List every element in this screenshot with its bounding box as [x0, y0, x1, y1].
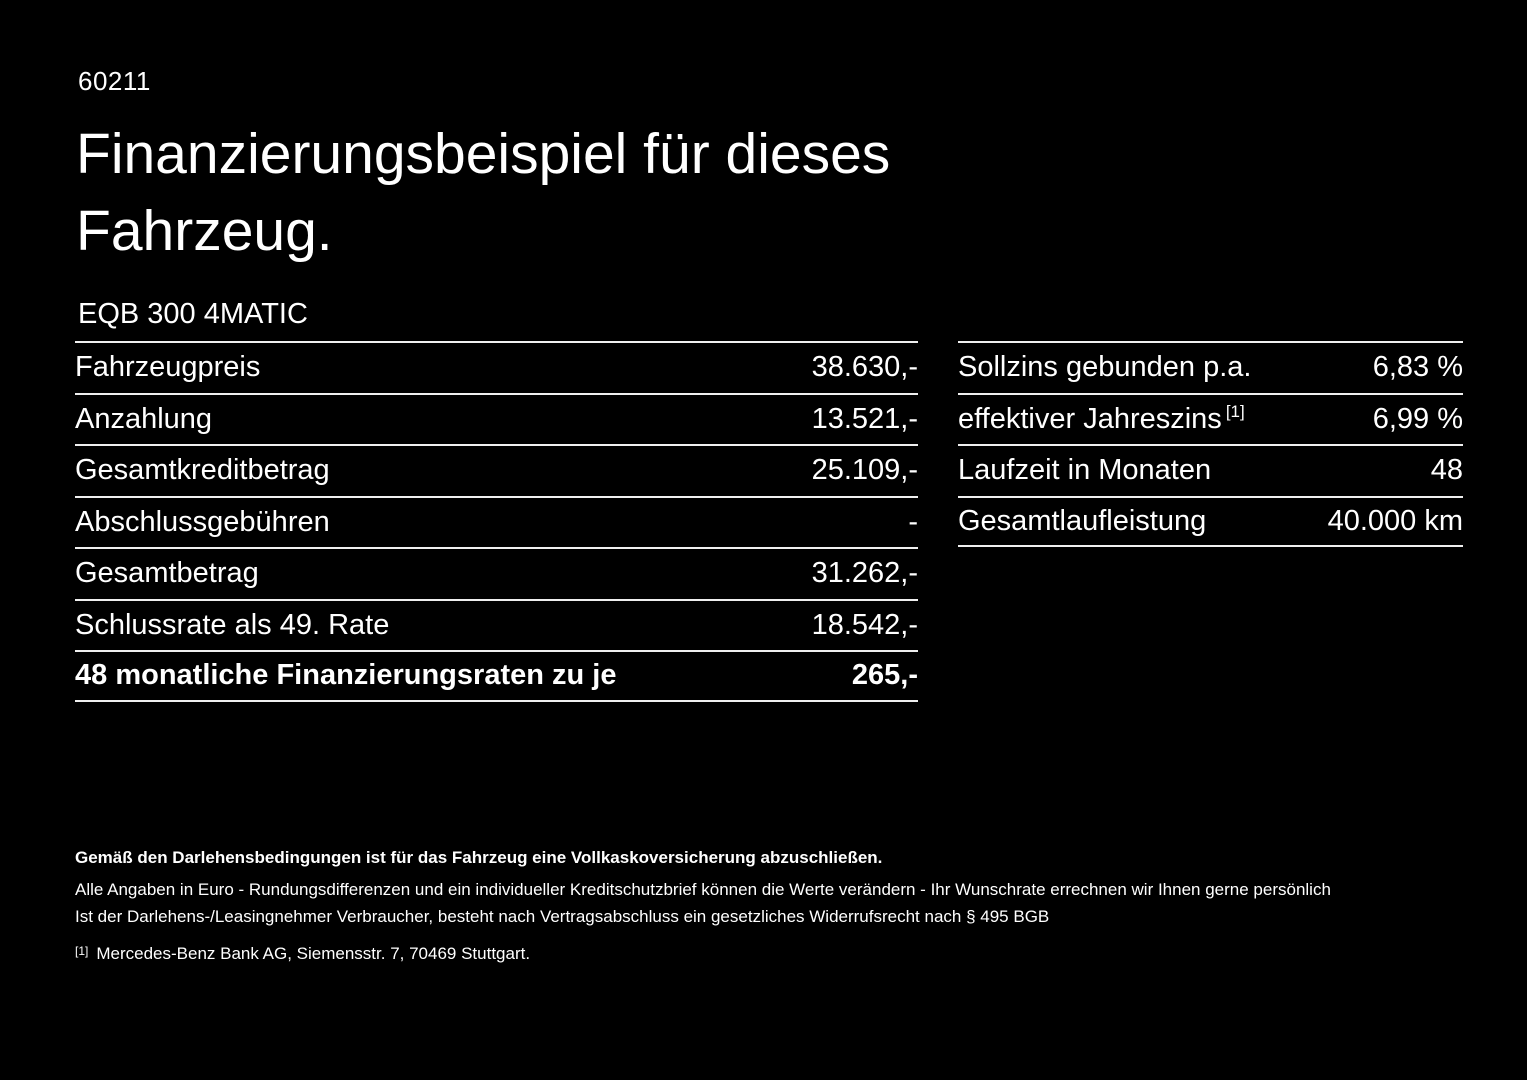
row-value: 40.000 km	[1327, 504, 1463, 537]
disclaimer-line-1: Alle Angaben in Euro - Rundungsdifferenz…	[75, 880, 1331, 899]
table-row: Anzahlung 13.521,-	[75, 392, 918, 445]
row-label: Gesamtbetrag	[75, 557, 259, 590]
row-label: Fahrzeugpreis	[75, 351, 261, 384]
table-row: Laufzeit in Monaten 48	[958, 444, 1463, 496]
row-label: effektiver Jahreszins [1]	[958, 403, 1245, 436]
row-value: -	[908, 505, 918, 538]
disclaimer-line-2: Ist der Darlehens-/Leasingnehmer Verbrau…	[75, 907, 1050, 926]
row-value: 31.262,-	[811, 557, 918, 590]
page-title: Finanzierungsbeispiel für dieses Fahrzeu…	[76, 122, 891, 263]
row-label: Gesamtkreditbetrag	[75, 454, 330, 487]
row-label: Anzahlung	[75, 402, 213, 435]
row-value: 265,-	[851, 659, 918, 692]
vehicle-model: EQB 300 4MATIC	[78, 298, 308, 330]
table-row: Gesamtbetrag 31.262,-	[75, 547, 918, 599]
row-label: Laufzeit in Monaten	[958, 454, 1212, 487]
row-value: 6,99 %	[1372, 402, 1463, 435]
row-label-text: effektiver Jahreszins	[958, 402, 1222, 435]
row-value: 13.521,-	[811, 402, 918, 435]
table-row: Schlussrate als 49. Rate 18.542,-	[75, 598, 918, 651]
table-row: Fahrzeugpreis 38.630,-	[75, 341, 918, 393]
footnote-text: Mercedes-Benz Bank AG, Siemensstr. 7, 70…	[96, 944, 531, 963]
row-value: 48	[1430, 454, 1463, 487]
footnote-marker: [1]	[75, 944, 89, 958]
row-label: Schlussrate als 49. Rate	[75, 608, 390, 641]
insurance-note: Gemäß den Darlehensbedingungen ist für d…	[75, 848, 883, 867]
listing-code: 60211	[78, 66, 151, 96]
row-label: Sollzins gebunden p.a.	[958, 351, 1252, 384]
table-row: effektiver Jahreszins [1] 6,99 %	[958, 392, 1463, 445]
row-label: 48 monatliche Finanzierungsraten zu je	[75, 659, 617, 692]
row-value: 38.630,-	[811, 351, 918, 384]
table-row: Gesamtkreditbetrag 25.109,-	[75, 444, 918, 496]
row-value: 25.109,-	[811, 454, 918, 487]
row-label: Abschlussgebühren	[75, 505, 330, 538]
table-row: Abschlussgebühren -	[75, 495, 918, 548]
bank-footnote: [1] Mercedes-Benz Bank AG, Siemensstr. 7,…	[75, 944, 530, 964]
row-value: 18.542,-	[811, 608, 918, 641]
table-row-monthly-rate: 48 monatliche Finanzierungsraten zu je 2…	[75, 650, 918, 702]
footnote-ref: [1]	[1225, 402, 1245, 422]
table-row: Sollzins gebunden p.a. 6,83 %	[958, 341, 1463, 393]
financing-table: Fahrzeugpreis 38.630,- Anzahlung 13.521,…	[75, 341, 918, 702]
row-label: Gesamtlaufleistung	[958, 504, 1207, 537]
conditions-table: Sollzins gebunden p.a. 6,83 % effektiver…	[958, 341, 1463, 547]
row-value: 6,83 %	[1372, 351, 1463, 384]
table-row: Gesamtlaufleistung 40.000 km	[958, 495, 1463, 547]
